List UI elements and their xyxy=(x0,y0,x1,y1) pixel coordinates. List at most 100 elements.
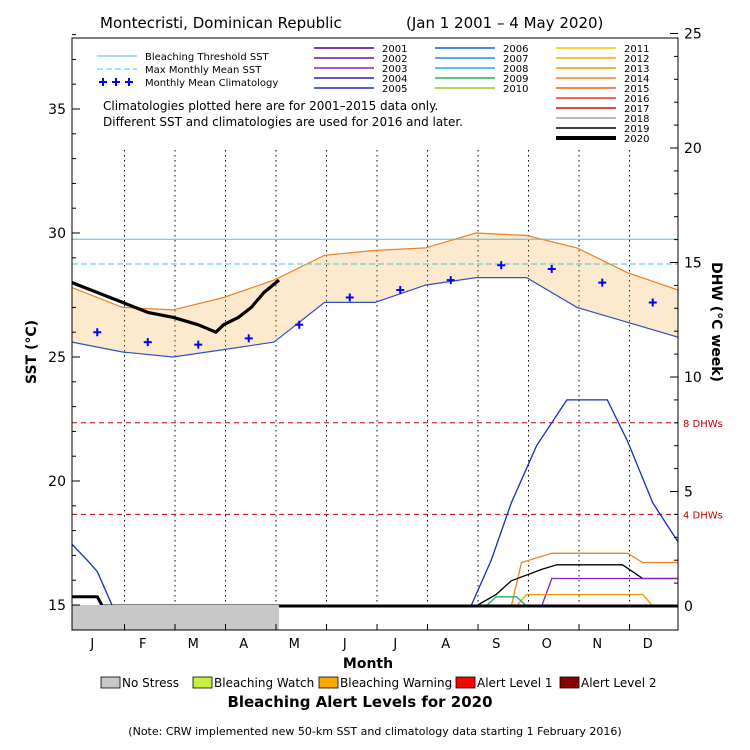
legend-label-2016: 2016 xyxy=(624,94,649,105)
left-tick-label-0: 15 xyxy=(48,598,66,614)
alert-bar-no-stress xyxy=(72,605,280,630)
legend-swatch-climatology-plus-1 xyxy=(112,78,120,86)
legend-label-ref-0: Bleaching Threshold SST xyxy=(145,52,270,63)
legend-label-2019: 2019 xyxy=(624,124,649,135)
month-label-5: J xyxy=(342,637,347,652)
date-range: (Jan 1 2001 – 4 May 2020) xyxy=(406,14,603,32)
alert-label-1: Bleaching Watch xyxy=(214,676,314,690)
alert-level-legend: No Stress Bleaching Watch Bleaching Warnin… xyxy=(100,676,657,690)
alert-swatch-1 xyxy=(192,676,213,689)
legend-label-2003: 2003 xyxy=(382,64,407,75)
legend-label-2008: 2008 xyxy=(503,64,528,75)
dhw-ref-label-0: 8 DHWs xyxy=(683,419,723,430)
dhw-line-2019 xyxy=(475,564,678,607)
alert-swatch-2 xyxy=(318,676,339,689)
legend-label-2004: 2004 xyxy=(382,74,407,85)
axis-ticks: 15 20 25 30 35 0 5 10 15 20 25 J F M A M J J A S O N D xyxy=(48,27,702,653)
climatology-marker-0 xyxy=(93,328,102,337)
left-tick-label-1: 20 xyxy=(48,474,66,490)
legend-label-ref-2: Monthly Mean Climatology xyxy=(145,78,278,89)
dhw-line-2009 xyxy=(485,596,527,607)
climatology-marker-11 xyxy=(648,298,657,307)
month-label-10: N xyxy=(592,637,602,652)
legend-label-2002: 2002 xyxy=(382,54,407,65)
dhw-line-2020 xyxy=(72,595,678,608)
y-axis-left-label: SST (°C) xyxy=(24,320,40,384)
climatology-marker-7 xyxy=(446,276,455,285)
month-label-3: A xyxy=(239,637,248,652)
month-label-0: J xyxy=(89,637,94,652)
climatology-marker-9 xyxy=(547,264,556,273)
alert-label-0: No Stress xyxy=(122,676,179,690)
sst-series-2020 xyxy=(71,278,281,334)
alert-swatch-4 xyxy=(559,676,580,689)
month-label-9: O xyxy=(542,637,552,652)
alert-levels-title: Bleaching Alert Levels for 2020 xyxy=(227,693,492,711)
month-label-8: S xyxy=(492,637,500,652)
legend-swatch-climatology-plus-2 xyxy=(125,78,133,86)
dhw-series xyxy=(71,399,679,608)
reference-lines: 8 DHWs 4 DHWs xyxy=(72,238,723,521)
legend-label-2012: 2012 xyxy=(624,54,649,65)
monthly-mean-climatology xyxy=(93,261,657,349)
climatology-marker-10 xyxy=(598,278,607,287)
y-axis-right-label: DHW (°C week) xyxy=(708,262,724,382)
legend-label-2018: 2018 xyxy=(624,114,649,125)
climatology-marker-4 xyxy=(295,320,304,329)
right-tick-label-4: 20 xyxy=(684,141,702,157)
month-gridlines xyxy=(124,150,631,606)
x-axis-label: Month xyxy=(343,656,393,672)
climatology-marker-8 xyxy=(497,261,506,270)
left-tick-label-4: 35 xyxy=(48,102,66,118)
plot-frame xyxy=(71,37,679,631)
right-tick-label-5: 25 xyxy=(684,27,702,43)
legend-label-2014: 2014 xyxy=(624,74,649,85)
legend-swatch-climatology-plus-0 xyxy=(99,78,107,86)
sst-envelope-low-line xyxy=(71,277,679,358)
legend-label-2006: 2006 xyxy=(503,44,528,55)
footnote: (Note: CRW implemented new 50-km SST and… xyxy=(128,725,621,738)
climatology-note-2: Different SST and climatologies are used… xyxy=(103,115,463,129)
right-tick-label-1: 5 xyxy=(684,485,693,501)
alert-swatch-3 xyxy=(455,676,476,689)
sst-line-2020 xyxy=(71,278,281,334)
alert-swatch-0 xyxy=(100,676,121,689)
legend-label-2011: 2011 xyxy=(624,44,649,55)
alert-label-2: Bleaching Warning xyxy=(340,676,452,690)
alert-bar-2020 xyxy=(72,605,280,630)
dhw-line-2013 xyxy=(515,593,654,607)
right-tick-label-0: 0 xyxy=(684,599,693,615)
dhw-line-2001 xyxy=(541,577,678,607)
legend-label-2007: 2007 xyxy=(503,54,528,65)
legend-label-ref-1: Max Monthly Mean SST xyxy=(145,65,262,76)
month-label-7: A xyxy=(441,637,450,652)
dhw-ref-label-1: 4 DHWs xyxy=(683,510,723,521)
legend-label-2013: 2013 xyxy=(624,64,649,75)
climatology-marker-6 xyxy=(396,286,405,295)
legend-label-2020: 2020 xyxy=(624,134,649,145)
chart-title: Montecristi, Dominican Republic xyxy=(100,14,342,32)
climatology-note-1: Climatologies plotted here are for 2001–… xyxy=(103,99,438,113)
dhw-line-2005 xyxy=(71,399,679,607)
alert-label-3: Alert Level 1 xyxy=(477,676,553,690)
climatology-marker-1 xyxy=(143,338,152,347)
month-label-2: M xyxy=(188,637,199,652)
legend-label-2010: 2010 xyxy=(503,84,528,95)
month-label-11: D xyxy=(643,637,653,652)
month-label-1: F xyxy=(139,637,146,652)
right-tick-label-3: 15 xyxy=(684,256,702,272)
climatology-marker-3 xyxy=(244,334,253,343)
left-tick-label-2: 25 xyxy=(48,350,66,366)
legend: Bleaching Threshold SST Max Monthly Mean … xyxy=(97,44,649,145)
dhw-line-2014 xyxy=(510,552,678,607)
legend-label-2009: 2009 xyxy=(503,74,528,85)
alert-label-4: Alert Level 2 xyxy=(581,676,657,690)
left-tick-label-3: 30 xyxy=(48,226,66,242)
legend-label-2015: 2015 xyxy=(624,84,649,95)
climatology-marker-5 xyxy=(345,293,354,302)
climatology-marker-2 xyxy=(194,340,203,349)
sst-envelope-high-line xyxy=(71,232,679,311)
legend-label-2017: 2017 xyxy=(624,104,649,115)
right-tick-label-2: 10 xyxy=(684,370,702,386)
